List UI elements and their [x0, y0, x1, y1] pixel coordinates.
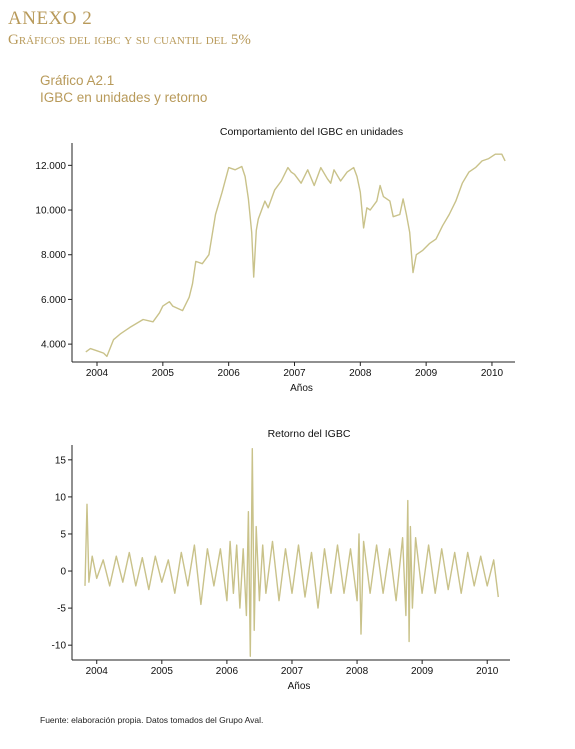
annex-subtitle: Gráficos del igbc y su cuantil del 5% — [8, 32, 251, 48]
x-tick-label: 2004 — [86, 368, 109, 379]
x-tick-label: 2009 — [411, 666, 434, 677]
series-line — [85, 153, 506, 358]
x-tick-label: 2009 — [415, 368, 438, 379]
chart-title: Comportamiento del IGBC en unidades — [220, 126, 403, 138]
figure-heading: Gráfico A2.1 IGBC en unidades y retorno — [40, 72, 207, 106]
x-tick-label: 2004 — [86, 666, 109, 677]
x-tick-label: 2006 — [218, 368, 241, 379]
x-tick-label: 2007 — [283, 368, 306, 379]
chart-title: Retorno del IGBC — [268, 428, 351, 440]
annex-header: ANEXO 2 Gráficos del igbc y su cuantil d… — [8, 8, 251, 50]
y-tick-label: 6.000 — [41, 295, 66, 306]
x-tick-label: 2008 — [349, 368, 372, 379]
y-tick-label: 10 — [55, 492, 67, 503]
x-tick-label: 2005 — [152, 368, 175, 379]
figure-title: IGBC en unidades y retorno — [40, 90, 208, 105]
y-tick-label: -10 — [52, 641, 67, 652]
y-tick-label: 8.000 — [41, 250, 66, 261]
x-tick-label: 2005 — [151, 666, 174, 677]
x-axis-label: Años — [288, 681, 311, 692]
x-axis-label: Años — [290, 383, 313, 394]
chart-2: Retorno del IGBC -10 -5 0 5 10 15 2004 2005 2006 2… — [52, 428, 510, 692]
source-note: Fuente: elaboración propia. Datos tomado… — [40, 715, 264, 725]
x-tick-label: 2010 — [481, 368, 504, 379]
annex-title: ANEXO 2 — [8, 8, 93, 29]
y-tick-label: 12.000 — [35, 161, 66, 172]
y-tick-label: 10.000 — [35, 206, 66, 217]
y-tick-label: 15 — [55, 455, 67, 466]
y-tick-label: -5 — [57, 604, 66, 615]
y-tick-label: 0 — [60, 567, 66, 578]
y-tick-label: 5 — [60, 529, 66, 540]
series-line — [84, 448, 499, 657]
x-tick-label: 2008 — [346, 666, 369, 677]
x-tick-label: 2006 — [216, 666, 239, 677]
x-tick-label: 2010 — [476, 666, 499, 677]
figure-number: Gráfico A2.1 — [40, 73, 115, 88]
y-tick-label: 4.000 — [41, 340, 66, 351]
chart-1: Comportamiento del IGBC en unidades 4.000… — [35, 126, 515, 394]
x-tick-label: 2007 — [281, 666, 304, 677]
